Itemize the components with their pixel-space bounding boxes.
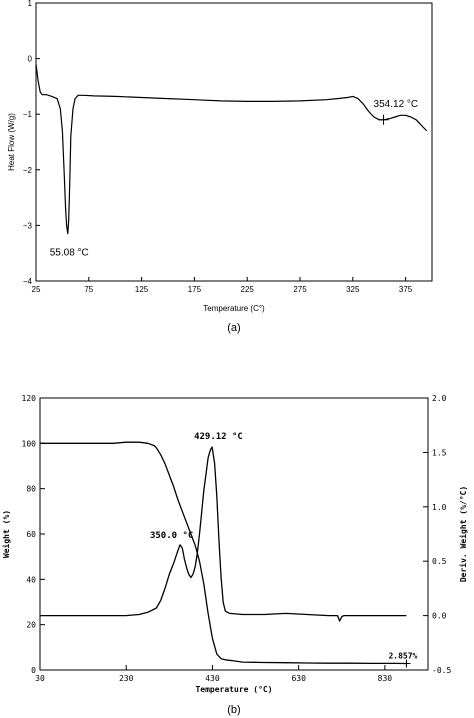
chart-b-residue-marker (402, 659, 411, 668)
chart-b-right-y-tick-label: 0.5 (432, 557, 447, 566)
chart-b: 30 230 430 630 830 0 20 40 60 80 100 120 2.0 1.5 1.0… (1, 394, 468, 716)
chart-b-weight-line (40, 441, 407, 665)
chart-b-left-y-tick-label: 20 (26, 621, 36, 630)
chart-b-left-y-axis-label: Weight (%) (1, 510, 11, 558)
chart-a-x-tick-label: 175 (188, 285, 202, 294)
chart-a-x-axis-label: Temperature (C°) (203, 304, 265, 313)
chart-a-plot-frame (35, 2, 433, 282)
chart-b-annotation-shoulder-peak: 350.0 °C (150, 531, 193, 541)
chart-a-y-tick-label: −4 (23, 277, 33, 286)
chart-b-left-y-ticks: 0 20 40 60 80 100 120 (22, 394, 45, 675)
chart-b-caption: (b) (227, 704, 240, 716)
chart-b-left-y-tick-label: 60 (26, 530, 36, 539)
chart-b-left-y-tick-label: 80 (26, 485, 36, 494)
chart-a-y-ticks: 1 0 −1 −2 −3 −4 (23, 0, 40, 286)
chart-b-left-y-tick-label: 0 (31, 666, 36, 675)
chart-a-x-tick-label: 375 (399, 285, 413, 294)
chart-a-x-tick-label: 125 (135, 285, 149, 294)
chart-b-x-tick-label: 230 (119, 674, 134, 683)
chart-a-y-tick-label: 0 (28, 55, 33, 64)
chart-a: 25 75 125 175 225 275 325 375 1 0 −1 −2 −3 −4 55.08 … (7, 0, 433, 334)
chart-b-x-tick-label: 30 (35, 674, 45, 683)
chart-b-derivative-line (40, 446, 407, 622)
chart-a-y-tick-label: −2 (23, 166, 33, 175)
chart-b-right-y-tick-label: -0.5 (432, 666, 451, 675)
chart-a-x-tick-label: 75 (84, 285, 93, 294)
chart-b-x-tick-label: 630 (291, 674, 306, 683)
chart-a-annotation-onset: 354.12 °C (374, 99, 419, 110)
chart-a-onset-marker (378, 114, 389, 125)
chart-b-right-y-tick-label: 2.0 (432, 394, 447, 403)
chart-a-y-axis-label: Heat Flow (W/g) (7, 113, 16, 171)
chart-a-x-tick-label: 225 (241, 285, 255, 294)
chart-a-x-tick-label: 25 (32, 285, 41, 294)
chart-a-x-ticks: 25 75 125 175 225 275 325 375 (32, 277, 413, 294)
chart-a-annotation-peak: 55.08 °C (50, 248, 89, 259)
chart-b-left-y-tick-label: 100 (22, 439, 37, 448)
chart-b-right-y-tick-label: 1.0 (432, 503, 447, 512)
chart-b-right-y-ticks: 2.0 1.5 1.0 0.5 0.0 -0.5 (423, 394, 451, 675)
chart-b-x-tick-label: 430 (205, 674, 220, 683)
chart-b-right-y-axis-label: Deriv. Weight (%/°C) (458, 486, 468, 582)
chart-b-annotation-main-peak: 429.12 °C (194, 432, 243, 442)
chart-a-y-tick-label: −3 (23, 221, 33, 230)
chart-a-y-tick-label: −1 (23, 110, 33, 119)
chart-a-y-tick-label: 1 (28, 0, 33, 8)
chart-a-x-tick-label: 325 (346, 285, 360, 294)
chart-b-annotation-residue: 2.857% (388, 652, 417, 661)
chart-b-x-ticks: 30 230 430 630 830 (35, 665, 392, 683)
chart-b-x-tick-label: 830 (378, 674, 393, 683)
chart-a-caption: (a) (227, 322, 240, 334)
chart-b-right-y-tick-label: 1.5 (432, 448, 447, 457)
chart-b-left-y-tick-label: 40 (26, 575, 36, 584)
chart-a-x-tick-label: 275 (293, 285, 307, 294)
chart-b-x-axis-label: Temperature (°C) (195, 685, 272, 694)
chart-b-right-y-tick-label: 0.0 (432, 612, 447, 621)
chart-b-left-y-tick-label: 120 (22, 394, 37, 403)
chart-a-heat-flow-line (35, 64, 428, 235)
